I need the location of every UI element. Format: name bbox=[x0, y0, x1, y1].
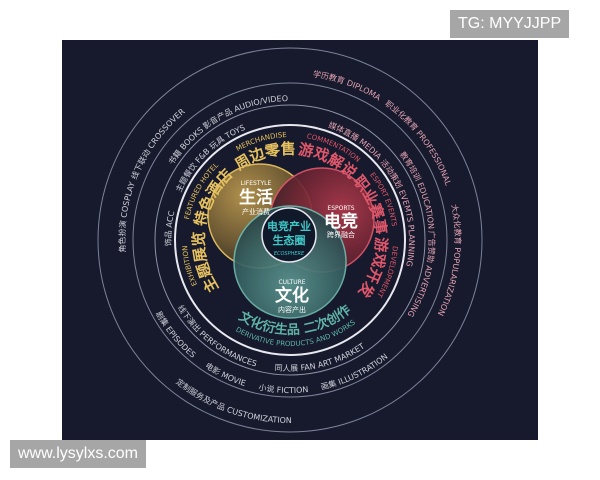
white-ring bbox=[174, 124, 406, 356]
outer-ring bbox=[97, 47, 483, 433]
culture-en: CULTURE bbox=[278, 279, 305, 286]
ring-c-crossover: 线下联动 CROSSOVER bbox=[129, 107, 187, 181]
lifestyle-sub: 产业消费 bbox=[242, 207, 270, 216]
culture-sub: 内容产出 bbox=[278, 305, 306, 314]
esports-en: ESPORTS bbox=[327, 205, 354, 212]
ecosphere-zh-line1: 电竞产业 bbox=[267, 219, 311, 233]
ecosphere-zh-line2: 生态圈 bbox=[273, 233, 306, 247]
ring-c-cosplay: 角色扮演 COSPLAY bbox=[117, 181, 137, 253]
ecosphere-circle bbox=[261, 207, 317, 263]
esports-sub: 跨界融合 bbox=[327, 230, 355, 239]
culture-zh: 文化 bbox=[275, 285, 309, 306]
esports-zh: 电竞 bbox=[324, 211, 358, 232]
lifestyle-en: LIFESTYLE bbox=[241, 180, 272, 187]
ring-c-popularization: 大众化教育 POPULARIZATION bbox=[436, 203, 463, 317]
ecosphere-en: ECOSPHERE bbox=[274, 251, 305, 257]
ring-b-movie: 电影 MOVIE bbox=[204, 360, 247, 388]
ring-b-outer bbox=[132, 82, 448, 398]
watermark-bottom-left: www.lysylxs.com bbox=[10, 440, 147, 468]
watermark-top-right: TG: MYYJJPP bbox=[450, 10, 570, 38]
ring-a-outer bbox=[154, 104, 426, 376]
ring-b-fiction: 小说 FICTION bbox=[258, 383, 309, 395]
lifestyle-zh: 生活 bbox=[239, 187, 273, 208]
ring-c-diploma: 学历教育 DIPLOMA bbox=[312, 69, 382, 103]
